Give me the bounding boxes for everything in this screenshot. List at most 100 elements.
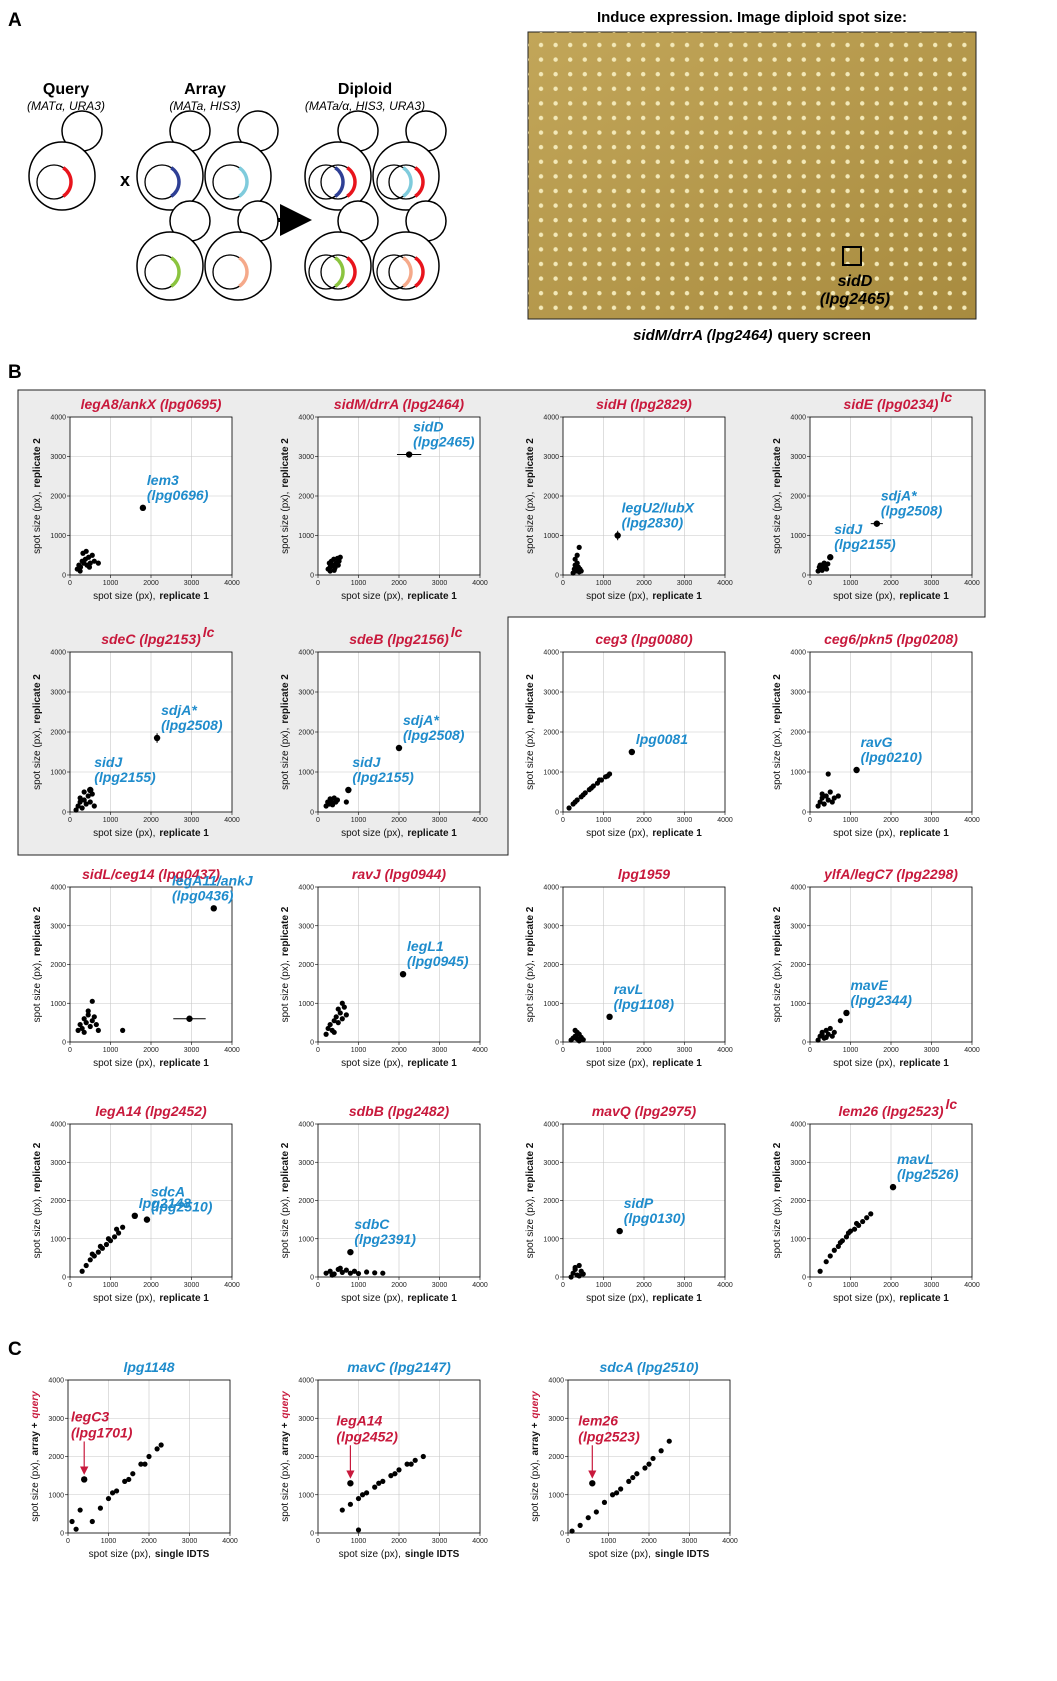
y-tick-label: 1000 bbox=[298, 770, 314, 777]
axis-label-part: spot size (px), bbox=[341, 1293, 403, 1304]
axis-label-part: array + bbox=[280, 1422, 291, 1455]
hit-label: sidP bbox=[624, 1195, 654, 1211]
x-tick-label: 3000 bbox=[677, 817, 693, 824]
highlight-point bbox=[132, 1213, 138, 1219]
axis-label-part: spot size (px), bbox=[586, 828, 648, 839]
data-point bbox=[626, 1479, 631, 1484]
axis-label-part: replicate 2 bbox=[525, 906, 536, 956]
data-point bbox=[618, 1486, 623, 1491]
y-tick-label: 1000 bbox=[543, 1236, 559, 1243]
y-tick-label: 3000 bbox=[543, 1160, 559, 1167]
data-point bbox=[392, 1471, 397, 1476]
y-tick-label: 4000 bbox=[548, 1378, 564, 1385]
hit-label: legU2/lubX bbox=[622, 500, 696, 516]
x-tick-label: 4000 bbox=[722, 1538, 738, 1545]
y-tick-label: 1000 bbox=[543, 1001, 559, 1008]
y-axis-label: spot size (px),replicate 2 bbox=[280, 1142, 291, 1258]
axis-label-part: replicate 2 bbox=[772, 438, 783, 488]
highlight-point bbox=[406, 451, 412, 457]
hit-label: (lpg1108) bbox=[614, 996, 675, 1012]
axis-label-part: spot size (px), bbox=[833, 591, 895, 602]
x-tick-label: 1000 bbox=[601, 1538, 617, 1545]
caption-part: sidM/drrA (lpg2464) bbox=[633, 327, 772, 344]
hit-label: (lpg2508) bbox=[403, 727, 465, 743]
y-tick-label: 4000 bbox=[50, 650, 66, 657]
y-axis-label: spot size (px),replicate 2 bbox=[32, 438, 43, 554]
data-point bbox=[104, 1242, 109, 1247]
hit-label: legL1 bbox=[407, 938, 444, 954]
x-tick-label: 2000 bbox=[143, 580, 159, 587]
y-tick-label: 4000 bbox=[48, 1378, 64, 1385]
cell bbox=[205, 142, 271, 210]
axis-label-part: query bbox=[530, 1391, 541, 1419]
y-axis-label: spot size (px),replicate 2 bbox=[772, 906, 783, 1022]
data-point bbox=[336, 1020, 341, 1025]
axis-label-part: replicate 1 bbox=[652, 591, 702, 602]
y-tick-label: 0 bbox=[310, 810, 314, 817]
data-point bbox=[642, 1465, 647, 1470]
x-tick-label: 2000 bbox=[641, 1538, 657, 1545]
data-point bbox=[159, 1442, 164, 1447]
y-tick-label: 2000 bbox=[48, 1454, 64, 1461]
x-tick-label: 2000 bbox=[391, 1282, 407, 1289]
y-tick-label: 1000 bbox=[50, 533, 66, 540]
axis-label-part: replicate 1 bbox=[407, 828, 457, 839]
y-tick-label: 3000 bbox=[548, 1416, 564, 1423]
data-point bbox=[84, 1020, 89, 1025]
x-tick-label: 1000 bbox=[596, 1282, 612, 1289]
hit-label: sidJ bbox=[352, 754, 381, 770]
y-tick-label: 1000 bbox=[48, 1492, 64, 1499]
x-axis-label: spot size (px),replicate 1 bbox=[341, 828, 457, 839]
x-tick-label: 4000 bbox=[472, 1538, 488, 1545]
hit-label: (lpg2523) bbox=[578, 1428, 640, 1444]
axis-label-part: replicate 1 bbox=[407, 1293, 457, 1304]
data-point bbox=[577, 545, 582, 550]
label: Query bbox=[43, 81, 89, 98]
x-axis-label: spot size (px),replicate 1 bbox=[93, 828, 209, 839]
y-tick-label: 2000 bbox=[790, 1198, 806, 1205]
x-tick-label: 4000 bbox=[472, 580, 488, 587]
x-axis-label: spot size (px),replicate 1 bbox=[586, 1058, 702, 1069]
y-axis-label: spot size (px),replicate 2 bbox=[525, 1142, 536, 1258]
axis-label-part: replicate 2 bbox=[32, 906, 43, 956]
data-point bbox=[96, 1250, 101, 1255]
x-tick-label: 0 bbox=[808, 580, 812, 587]
data-point bbox=[82, 1030, 87, 1035]
label: Array bbox=[184, 81, 226, 98]
y-tick-label: 4000 bbox=[298, 415, 314, 422]
y-tick-label: 2000 bbox=[543, 1198, 559, 1205]
y-tick-label: 0 bbox=[62, 573, 66, 580]
data-point bbox=[338, 555, 343, 560]
axis-label-part: replicate 1 bbox=[159, 1293, 209, 1304]
y-tick-label: 4000 bbox=[790, 885, 806, 892]
y-tick-label: 0 bbox=[555, 1275, 559, 1282]
axis-label-part: spot size (px), bbox=[32, 728, 43, 790]
axis-label-part: spot size (px), bbox=[341, 1058, 403, 1069]
x-tick-label: 3000 bbox=[924, 580, 940, 587]
x-tick-label: 4000 bbox=[964, 1047, 980, 1054]
hit-label: legC3 bbox=[71, 1408, 109, 1424]
data-point bbox=[110, 1490, 115, 1495]
chart-title: sidM/drrA (lpg2464) bbox=[334, 396, 465, 412]
data-point bbox=[88, 1257, 93, 1262]
y-axis-label: spot size (px),replicate 2 bbox=[772, 1142, 783, 1258]
x-tick-label: 0 bbox=[808, 1282, 812, 1289]
figure: A B C Query (MATα, URA3) Array (MATa, HI… bbox=[0, 0, 1057, 1681]
data-point bbox=[605, 773, 610, 778]
y-tick-label: 0 bbox=[62, 1275, 66, 1282]
chart-title: mavQ (lpg2975) bbox=[592, 1103, 697, 1119]
x-tick-label: 3000 bbox=[677, 1047, 693, 1054]
y-tick-label: 2000 bbox=[543, 962, 559, 969]
yeast-cells bbox=[29, 111, 446, 300]
hit-label: sdjA* bbox=[403, 712, 439, 728]
data-point bbox=[396, 1467, 401, 1472]
data-point bbox=[614, 1490, 619, 1495]
axis-label-part: spot size (px), bbox=[525, 728, 536, 790]
x-tick-label: 2000 bbox=[391, 1538, 407, 1545]
data-point bbox=[421, 1454, 426, 1459]
x-tick-label: 4000 bbox=[472, 1282, 488, 1289]
data-point bbox=[335, 797, 340, 802]
y-tick-label: 4000 bbox=[543, 885, 559, 892]
axis-label-part: single IDTS bbox=[405, 1549, 460, 1560]
hit-label: ravL bbox=[614, 981, 644, 997]
